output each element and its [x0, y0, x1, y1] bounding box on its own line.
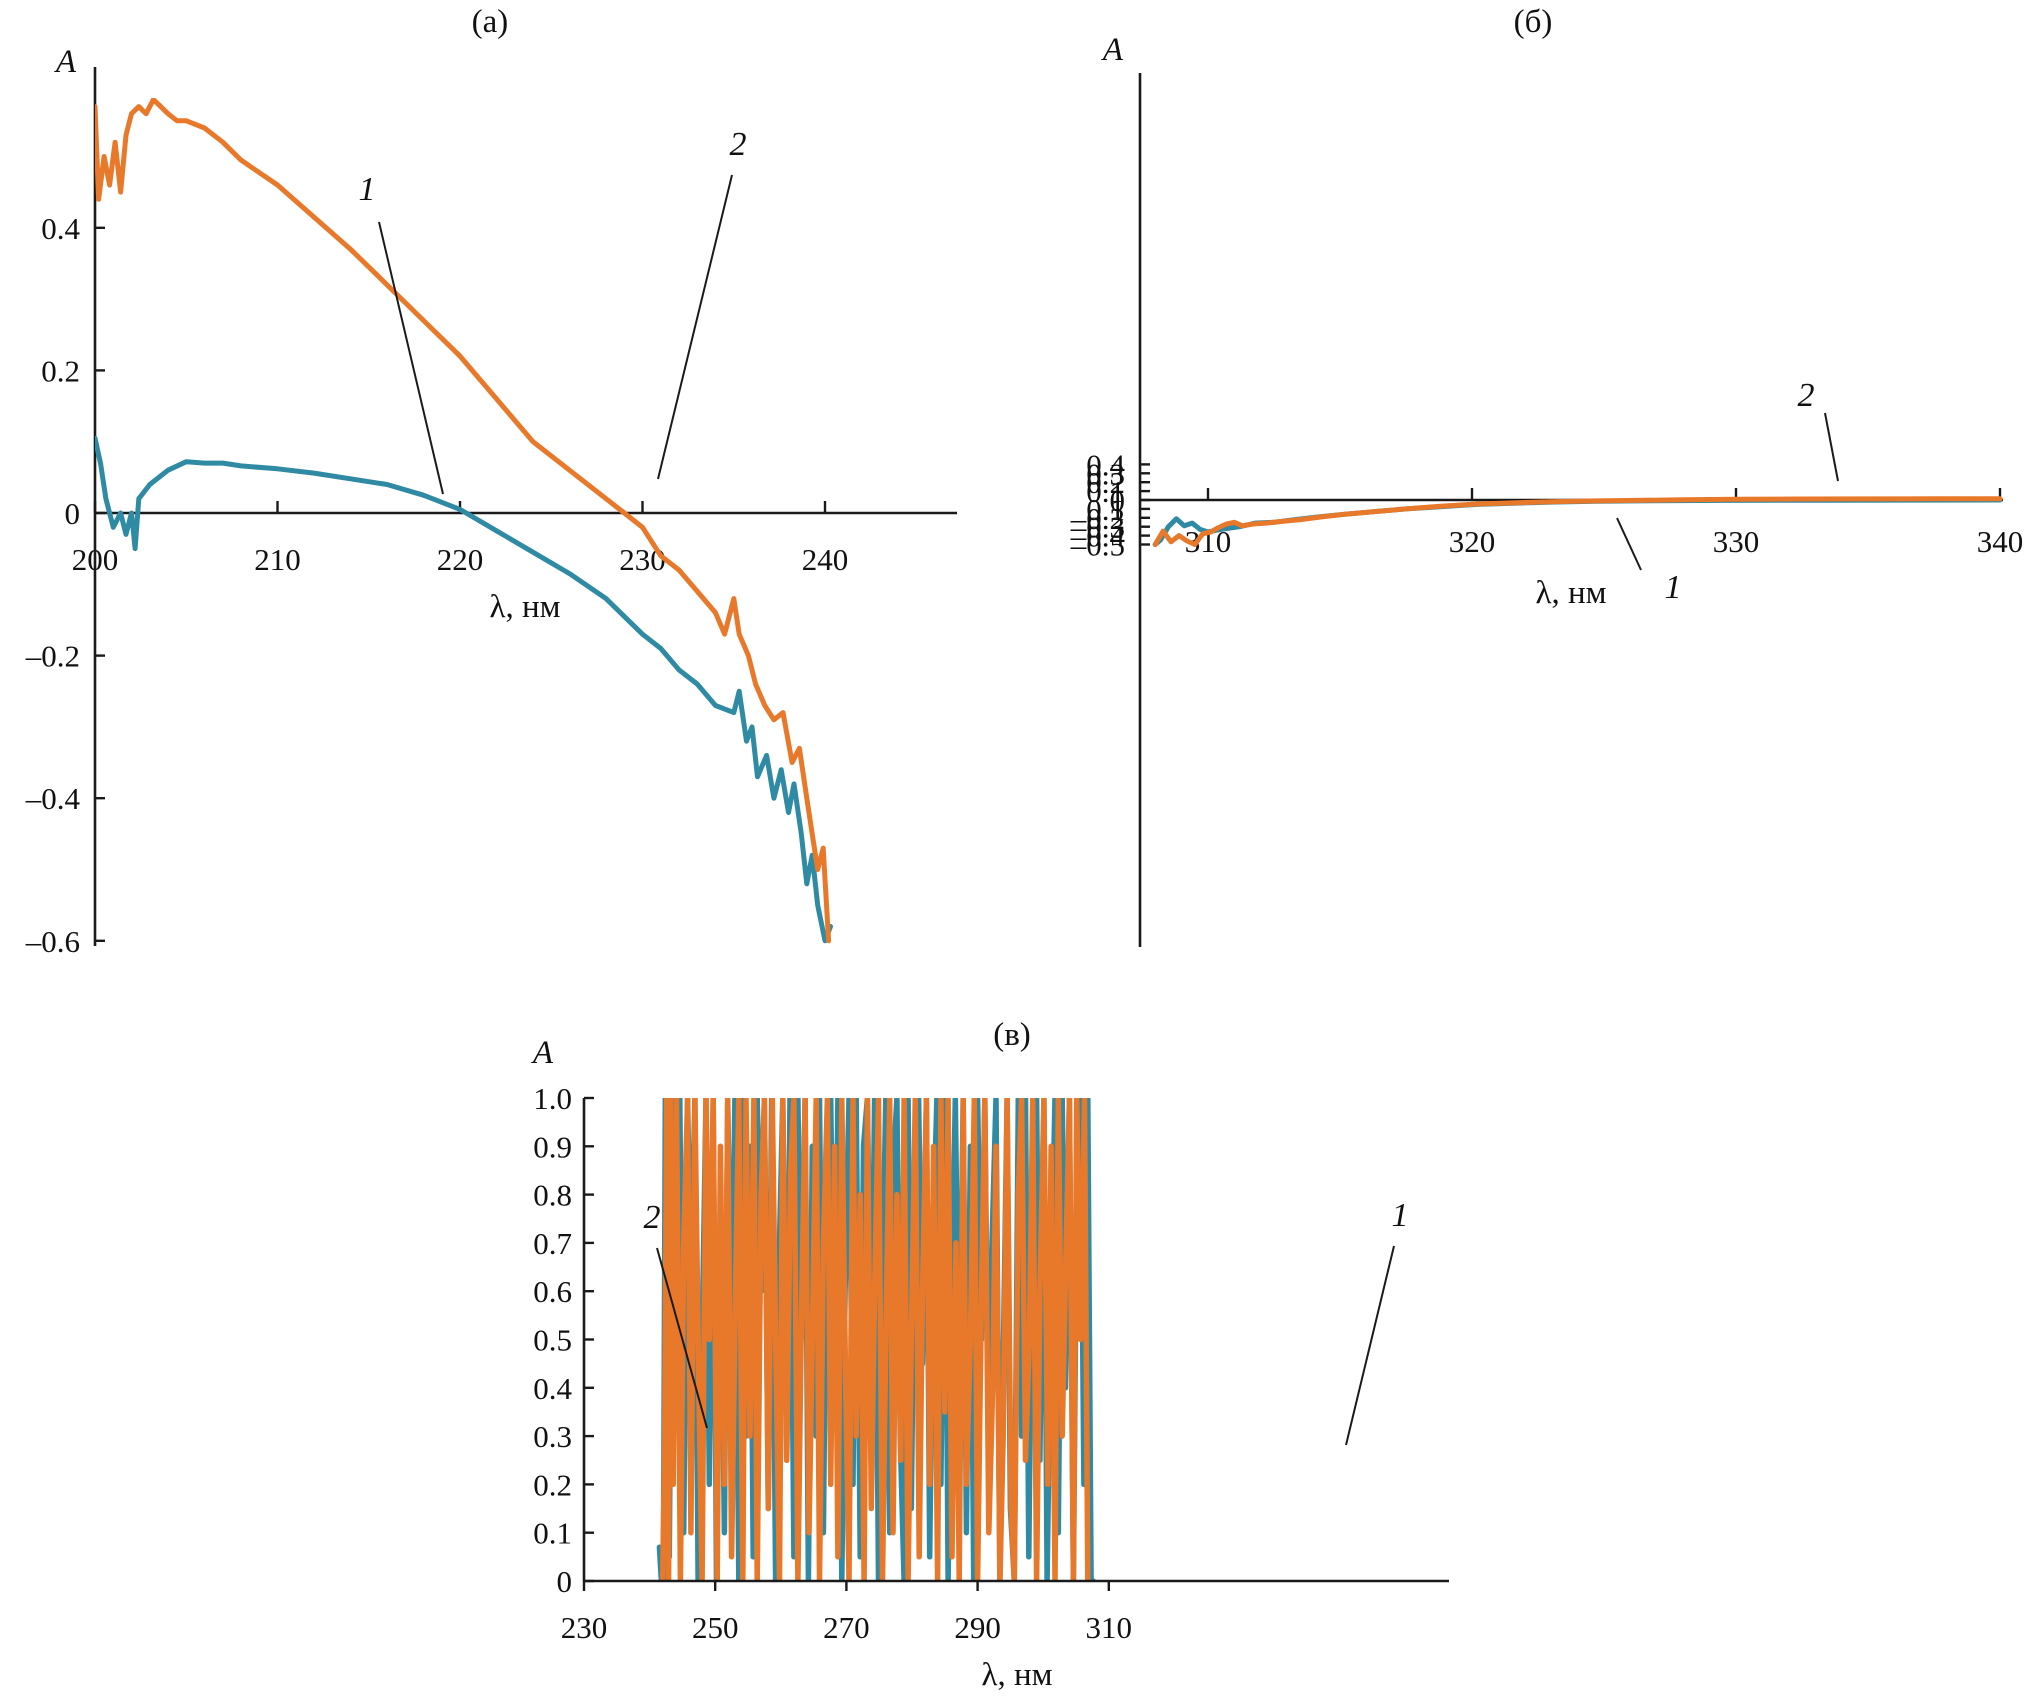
panel-a-series-1-line — [95, 435, 833, 944]
panel-c-leader-1 — [1345, 1245, 1395, 1446]
panel-c-y-axis-label: A — [531, 1035, 554, 1071]
panel-c-y-tick-label: 0.6 — [533, 1274, 572, 1309]
panel-a-x-axis-label: λ, нм — [489, 589, 560, 625]
panel-b-curve-label-1: 1 — [1665, 569, 1682, 606]
panel-c-y-tick-label: 0.4 — [533, 1371, 572, 1406]
panel-c-y-tick-label: 0 — [557, 1564, 573, 1599]
panel-b-y-tick-label: –0.2 — [1070, 501, 1125, 536]
panel-c-y-tick-label: 0.7 — [533, 1226, 572, 1261]
panel-b-y-tick-label: 0 — [1110, 483, 1126, 518]
panel-b-y-tick-label: 0.3 — [1086, 456, 1125, 491]
panel-b-y-tick-label: –0.5 — [1070, 528, 1125, 563]
panel-b-x-tick-labels: 310 320 330 340 — [1185, 524, 2024, 559]
panel-c-y-tick-labels: 1.0 0.9 0.8 0.7 0.6 0.5 0.4 0.3 0.2 0.1 0 — [533, 1081, 572, 1599]
panel-b-y-tick-labels: 0.40.30.20.100.1–0.2–0.3–0.4–0.5 — [1070, 447, 1126, 562]
panel-c-y-tick-label: 0.9 — [533, 1129, 572, 1164]
panel-c-x-axis-label: λ, нм — [981, 1657, 1052, 1693]
panel-c-curve-label-2: 2 — [644, 1199, 661, 1236]
panel-c-label: (в) — [993, 1017, 1031, 1053]
panel-c-x-tick-label: 230 — [561, 1610, 608, 1645]
panel-c-x-tick-label: 310 — [1086, 1610, 1133, 1645]
panel-a-x-tick-label: 240 — [802, 542, 849, 577]
panel-a-label: (а) — [472, 4, 509, 40]
panel-a-y-tick-label: –0.6 — [25, 924, 80, 959]
panel-b-x-tick-label: 330 — [1713, 524, 1760, 559]
panel-a-leader-1 — [378, 221, 444, 495]
panel-b-x-tick-label: 340 — [1977, 524, 2024, 559]
panel-b-y-axis-label: A — [1101, 32, 1124, 68]
panel-a-y-tick-label: 0.2 — [41, 353, 80, 388]
panel-c-y-tick-label: 1.0 — [533, 1081, 572, 1116]
panel-b-y-tick-label: –0.3 — [1070, 510, 1125, 545]
panel-c-series-1-line — [656, 1098, 1096, 1581]
panel-b-series — [1152, 496, 2003, 547]
panel-c-x-tick-label: 290 — [954, 1610, 1001, 1645]
panel-c-x-tick-labels: 230 250 270 290 310 — [561, 1610, 1132, 1645]
panel-b-y-tick-label: 0.2 — [1086, 465, 1125, 500]
panel-b-x-tick-label: 320 — [1449, 524, 1496, 559]
panel-b-series-2-line — [1152, 496, 2003, 547]
panel-a-annotations: 1 2 — [359, 126, 747, 495]
panel-c-x-tick-label: 270 — [823, 1610, 870, 1645]
panel-c-y-tick-label: 0.2 — [533, 1467, 572, 1502]
panel-c-series-2-line — [659, 1098, 1091, 1581]
panel-a-y-tick-label: –0.2 — [25, 639, 80, 674]
panel-b-leader-1 — [1616, 517, 1642, 571]
panel-a-y-axis-label: A — [54, 44, 77, 80]
panel-a-y-tick-label: –0.4 — [25, 781, 81, 816]
panel-a-y-tick-labels: 0.4 0.2 0 –0.2 –0.4 –0.6 — [25, 211, 81, 959]
panel-b-curve-label-2: 2 — [1798, 377, 1815, 414]
panel-a: (а) A λ, нм 0.40.20–0.2–0.4–0.6 200 210 22… — [25, 4, 957, 959]
panel-b: (б) A λ, нм 0.40.30.20.100.1–0.2–0.3–0.4… — [1070, 4, 2024, 947]
panel-b-y-tick-label: –0.4 — [1070, 519, 1126, 554]
panel-b-annotations: 1 2 — [1616, 377, 1839, 606]
panel-c-y-tick-label: 0.3 — [533, 1419, 572, 1454]
panel-c-y-tick-label: 0.1 — [533, 1516, 572, 1551]
panel-c-leader-2 — [656, 1247, 708, 1429]
panel-c-y-tick-label: 0.8 — [533, 1178, 572, 1213]
panel-a-series-2-line — [95, 98, 832, 944]
panel-b-y-tick-label: 0.4 — [1086, 447, 1125, 482]
panel-b-leader-2 — [1824, 412, 1839, 482]
panel-a-curve-label-1: 1 — [359, 171, 376, 208]
panel-c-series — [656, 1098, 1096, 1581]
panel-c-axes — [582, 1096, 1449, 1591]
panel-b-label: (б) — [1514, 4, 1553, 40]
panel-a-x-tick-labels: 200 210 220 230 240 — [72, 542, 849, 577]
panel-a-curve-label-2: 2 — [730, 126, 747, 163]
panel-a-y-tick-label: 0.4 — [41, 211, 80, 246]
panel-a-y-tick-label: 0 — [65, 496, 81, 531]
panel-c-y-tick-label: 0.5 — [533, 1323, 572, 1358]
panel-c-curve-label-1: 1 — [1392, 1197, 1409, 1234]
panel-a-axes — [93, 67, 957, 946]
panel-c: (в) A λ, нм 1.0 0.9 0.8 0.7 0.6 0.5 0.4 0.3 0.2 0… — [531, 1017, 1449, 1693]
panel-c-annotations: 2 1 — [644, 1197, 1409, 1446]
panel-a-leader-2 — [657, 174, 733, 480]
panel-b-x-axis-label: λ, нм — [1535, 575, 1606, 611]
panel-b-y-tick-label: 0.1 — [1086, 474, 1125, 509]
panel-b-y-tick-label: 0.1 — [1086, 492, 1125, 527]
panel-a-x-tick-label: 210 — [254, 542, 301, 577]
panel-a-series — [95, 98, 833, 944]
panel-a-x-tick-label: 220 — [437, 542, 484, 577]
panel-c-x-tick-label: 250 — [692, 1610, 739, 1645]
panel-b-axes — [1138, 73, 2003, 947]
panel-a-x-tick-label: 230 — [619, 542, 666, 577]
